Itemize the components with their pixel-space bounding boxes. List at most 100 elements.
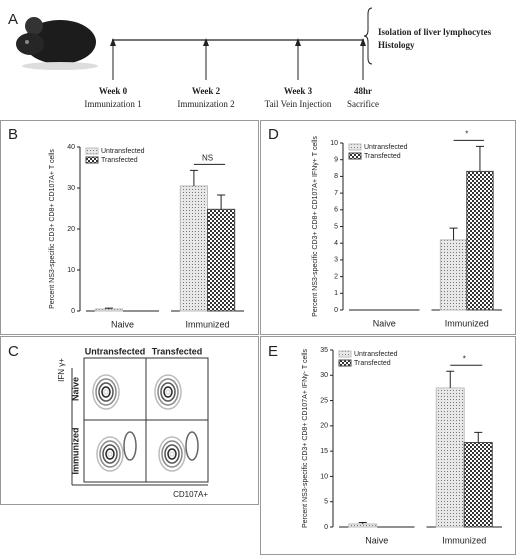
legend-swatch: [348, 143, 362, 151]
legend-label: Untransfected: [364, 144, 408, 151]
y-tick-label: 10: [330, 140, 338, 147]
legend-swatch: [85, 156, 99, 164]
y-tick-label: 25: [320, 397, 328, 404]
error-bar: [446, 370, 455, 388]
legend-swatch: [338, 359, 352, 367]
y-tick-label: 35: [320, 347, 328, 354]
outcome: Isolation of liver lymphocytes: [378, 27, 492, 37]
y-tick-label: 10: [67, 267, 75, 274]
bar: [207, 208, 236, 312]
legend-label: Untransfected: [354, 351, 398, 358]
legend-swatch: [338, 350, 352, 358]
error-bar: [104, 307, 113, 309]
legend-label: Untransfected: [101, 148, 145, 155]
arrow-head: [360, 38, 366, 46]
y-tick-label: 20: [67, 226, 75, 233]
y-tick-label: 0: [71, 308, 75, 315]
x-tick-label: Immunized: [185, 319, 229, 329]
flow-plot: [83, 419, 147, 483]
contour: [98, 382, 114, 402]
contour: [96, 436, 124, 472]
contour: [164, 444, 180, 464]
bar: [439, 239, 468, 311]
legend-swatch: [85, 147, 99, 155]
y-tick-label: 5: [324, 499, 328, 506]
legend-label: Transfected: [354, 360, 391, 367]
contour: [165, 389, 171, 395]
x-tick-label: Naive: [373, 318, 396, 328]
panel-frame: [0, 336, 259, 505]
bar: [348, 523, 378, 528]
panel-label: A: [8, 11, 18, 28]
x-tick-label: Naive: [111, 319, 134, 329]
panel-frame: [0, 120, 259, 335]
contour: [154, 374, 182, 410]
error-bar: [217, 194, 226, 210]
y-tick-label: 5: [334, 223, 338, 230]
week-label: Week 2: [192, 86, 221, 96]
week-label: 48hr: [354, 86, 372, 96]
y-tick-label: 9: [334, 157, 338, 164]
contour: [161, 440, 183, 468]
error-bar: [358, 521, 367, 524]
x-tick-label: Immunized: [445, 318, 489, 328]
contour: [185, 431, 199, 461]
week-label: Week 3: [284, 86, 313, 96]
error-bar: [449, 227, 458, 240]
arrow-head: [110, 38, 116, 46]
event-label: Sacrifice: [347, 99, 379, 109]
outcome: Histology: [378, 40, 415, 50]
arrow-head: [203, 38, 209, 46]
contour: [101, 386, 111, 398]
legend-label: Transfected: [364, 153, 401, 160]
y-tick-label: 40: [67, 144, 75, 151]
flow-plot: [83, 357, 147, 421]
y-axis-label: Percent NS3-specific CD3+ CD8+ CD107A+ I…: [312, 136, 319, 317]
error-bar: [189, 169, 198, 186]
y-tick-label: 30: [320, 372, 328, 379]
y-tick-label: 0: [334, 307, 338, 314]
error-bar: [474, 431, 483, 443]
column-label: Untransfected: [85, 346, 146, 356]
x-tick-label: Naive: [365, 535, 388, 545]
week-label: Week 0: [99, 86, 128, 96]
y-tick-label: 15: [320, 448, 328, 455]
legend-label: Transfected: [101, 157, 138, 164]
contour: [169, 451, 175, 457]
contour: [103, 389, 109, 395]
contour: [107, 451, 113, 457]
legend-swatch: [348, 152, 362, 160]
y-tick-label: 2: [334, 273, 338, 280]
flow-plot: [145, 419, 209, 483]
contour: [123, 431, 137, 461]
error-bar: [475, 145, 484, 172]
y-tick-label: 3: [334, 257, 338, 264]
annotation: NS: [202, 153, 213, 162]
bar: [435, 387, 465, 528]
axis-label: IFN γ+: [57, 358, 66, 382]
y-tick-label: 0: [324, 524, 328, 531]
contour: [95, 378, 117, 406]
row-label: Naive: [70, 377, 80, 401]
y-tick-label: 20: [320, 423, 328, 430]
y-axis-label: Percent NS3-specific CD3+ CD8+ CD107A+ T…: [49, 149, 56, 309]
mouse-icon: [16, 17, 98, 70]
contour: [160, 382, 176, 402]
contour: [157, 378, 179, 406]
bar: [466, 170, 494, 311]
contour: [99, 440, 121, 468]
contour: [102, 444, 118, 464]
contour: [167, 448, 177, 460]
contour: [163, 386, 173, 398]
bracket: [363, 7, 373, 65]
x-tick-label: Immunized: [442, 535, 486, 545]
panel-label: B: [8, 126, 18, 143]
contour: [105, 448, 115, 460]
annotation: *: [463, 354, 466, 363]
row-label: Immunized: [70, 427, 80, 474]
column-label: Transfected: [152, 346, 203, 356]
panel-label: D: [268, 126, 279, 143]
event-label: Immunization 1: [84, 99, 141, 109]
y-axis-label: Percent NS3-specific CD3+ CD8+ CD107A+ I…: [302, 348, 309, 528]
